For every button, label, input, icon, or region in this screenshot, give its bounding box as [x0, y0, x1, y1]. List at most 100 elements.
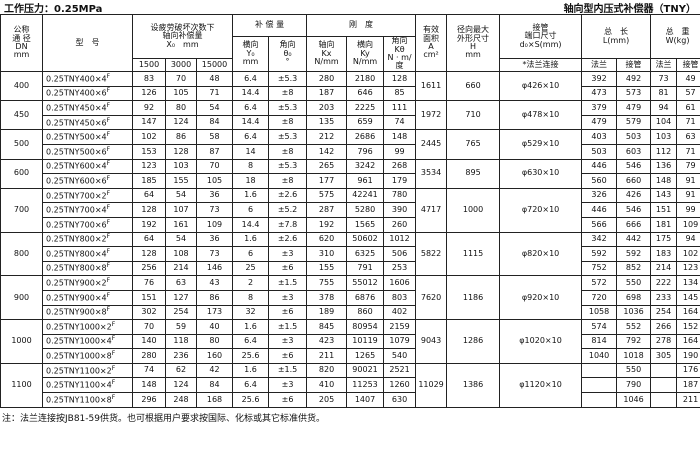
cell: 1018 [616, 348, 652, 364]
cell: 42241 [346, 187, 385, 204]
cell: 54 [165, 187, 197, 204]
cell: 151 [132, 289, 166, 306]
th: 刚 度 [306, 14, 417, 37]
area: 1611 [415, 70, 448, 102]
model: 0.25TNY800×4F [42, 246, 133, 262]
th: 接管 [676, 58, 700, 72]
cell: 43 [195, 275, 234, 291]
cell: 126 [132, 85, 166, 102]
model: 0.25TNY500×6F [42, 143, 133, 160]
row: 0.25TNY1000×8F 280 236 160 25.6 ±6 211 1265 540 1… [1, 348, 700, 364]
row: 700 0.25TNY700×2F 64 54 36 1.6 ±2.6 575 42241 780… [0, 187, 700, 233]
model-mark: F [111, 393, 116, 401]
dn: 900 [0, 275, 43, 321]
th: 接管 [616, 58, 652, 72]
cell: 50602 [346, 231, 385, 248]
cell: 59 [165, 319, 197, 335]
cell: 442 [616, 231, 652, 248]
cell: 128 [132, 202, 166, 218]
cell: 211 [676, 392, 700, 408]
cell: 190 [676, 348, 700, 364]
cell: 423 [306, 333, 348, 350]
cell: 107 [165, 202, 197, 218]
cell: 1.6 [232, 231, 270, 248]
th: 3000 [165, 58, 197, 72]
pipe: φ426×10 [499, 70, 583, 102]
cell: 1040 [581, 348, 618, 364]
cell: 266 [650, 319, 678, 335]
cell: 446 [581, 202, 618, 218]
cell: 560 [581, 173, 618, 189]
cell: 86 [195, 289, 234, 306]
model-mark: F [106, 277, 111, 285]
cell: 2159 [383, 319, 417, 335]
row: 800 0.25TNY800×2F 64 54 36 1.6 ±2.6 620 50602 101… [0, 231, 700, 277]
dn: 450 [0, 100, 43, 131]
cell: 646 [346, 85, 385, 102]
cell: 6.4 [232, 71, 270, 87]
cell: 108 [165, 246, 197, 262]
cell: 10119 [346, 333, 385, 350]
cell: 212 [306, 129, 348, 145]
cell: 58 [195, 129, 234, 145]
cell: 659 [346, 114, 385, 131]
model: 0.25TNY1100×4F [42, 377, 133, 394]
cell: 36 [195, 231, 234, 248]
model: 0.25TNY1100×2F [42, 362, 133, 379]
cell: 479 [616, 100, 652, 116]
cell: 575 [306, 187, 348, 204]
cell: 426 [616, 187, 652, 204]
row: 0.25TNY1000×4F 140 118 80 6.4 ±3 423 10119 1079 8… [1, 333, 700, 350]
cell: 803 [383, 289, 417, 306]
cell: 1058 [581, 304, 618, 321]
row: 0.25TNY450×6F 147 124 84 14.4 ±8 135 659 74 479 57… [1, 114, 700, 131]
cell: 574 [581, 319, 618, 335]
th: 1500 [132, 58, 166, 72]
cell: 579 [616, 114, 652, 131]
cell: 76 [132, 275, 166, 291]
row: 1000 0.25TNY1000×2F 70 59 40 1.6 ±1.5 845 80954 2… [0, 319, 700, 364]
cell: ±5.3 [268, 100, 308, 116]
cell: 3242 [346, 158, 385, 175]
cell: 546 [616, 202, 652, 218]
cell: 63 [676, 129, 700, 145]
cell: 148 [650, 173, 678, 189]
cell: 73 [195, 246, 234, 262]
cell: 128 [165, 143, 197, 160]
cell: 1260 [383, 377, 417, 394]
cell: 104 [650, 114, 678, 131]
th: *法兰连接 [499, 58, 583, 72]
dn: 500 [0, 129, 43, 160]
cell: 660 [616, 173, 652, 189]
area: 11029 [415, 362, 448, 408]
model-mark: F [111, 335, 116, 343]
model-name: 0.25TNY800×8 [46, 264, 107, 274]
cell: 164 [676, 304, 700, 321]
area: 1972 [415, 100, 448, 131]
cell: 503 [581, 143, 618, 160]
model-name: 0.25TNY700×6 [46, 220, 107, 230]
h: 1115 [446, 231, 501, 277]
cell: 492 [616, 71, 652, 87]
cell: 70 [165, 71, 197, 87]
cell: 1407 [346, 392, 385, 408]
cell: 236 [165, 348, 197, 364]
cell: 256 [132, 260, 166, 277]
cell: ±7.8 [268, 216, 308, 233]
cell: 185 [132, 173, 166, 189]
cell: 552 [616, 319, 652, 335]
cell: ±6 [268, 392, 308, 408]
cell: 151 [650, 202, 678, 218]
cell: 18 [232, 173, 270, 189]
model-mark: F [106, 262, 111, 270]
cell: 153 [132, 143, 166, 160]
cell: 112 [650, 143, 678, 160]
cell: 74 [132, 362, 166, 379]
cell: 105 [165, 85, 197, 102]
row: 0.25TNY700×6F 192 161 109 14.4 ±7.8 192 1565 260… [1, 216, 700, 233]
cell: 403 [581, 129, 618, 145]
area: 5822 [415, 231, 448, 277]
cell: 124 [165, 114, 197, 131]
cell: 84 [195, 114, 234, 131]
model-name: 0.25TNY450×6 [46, 118, 107, 128]
